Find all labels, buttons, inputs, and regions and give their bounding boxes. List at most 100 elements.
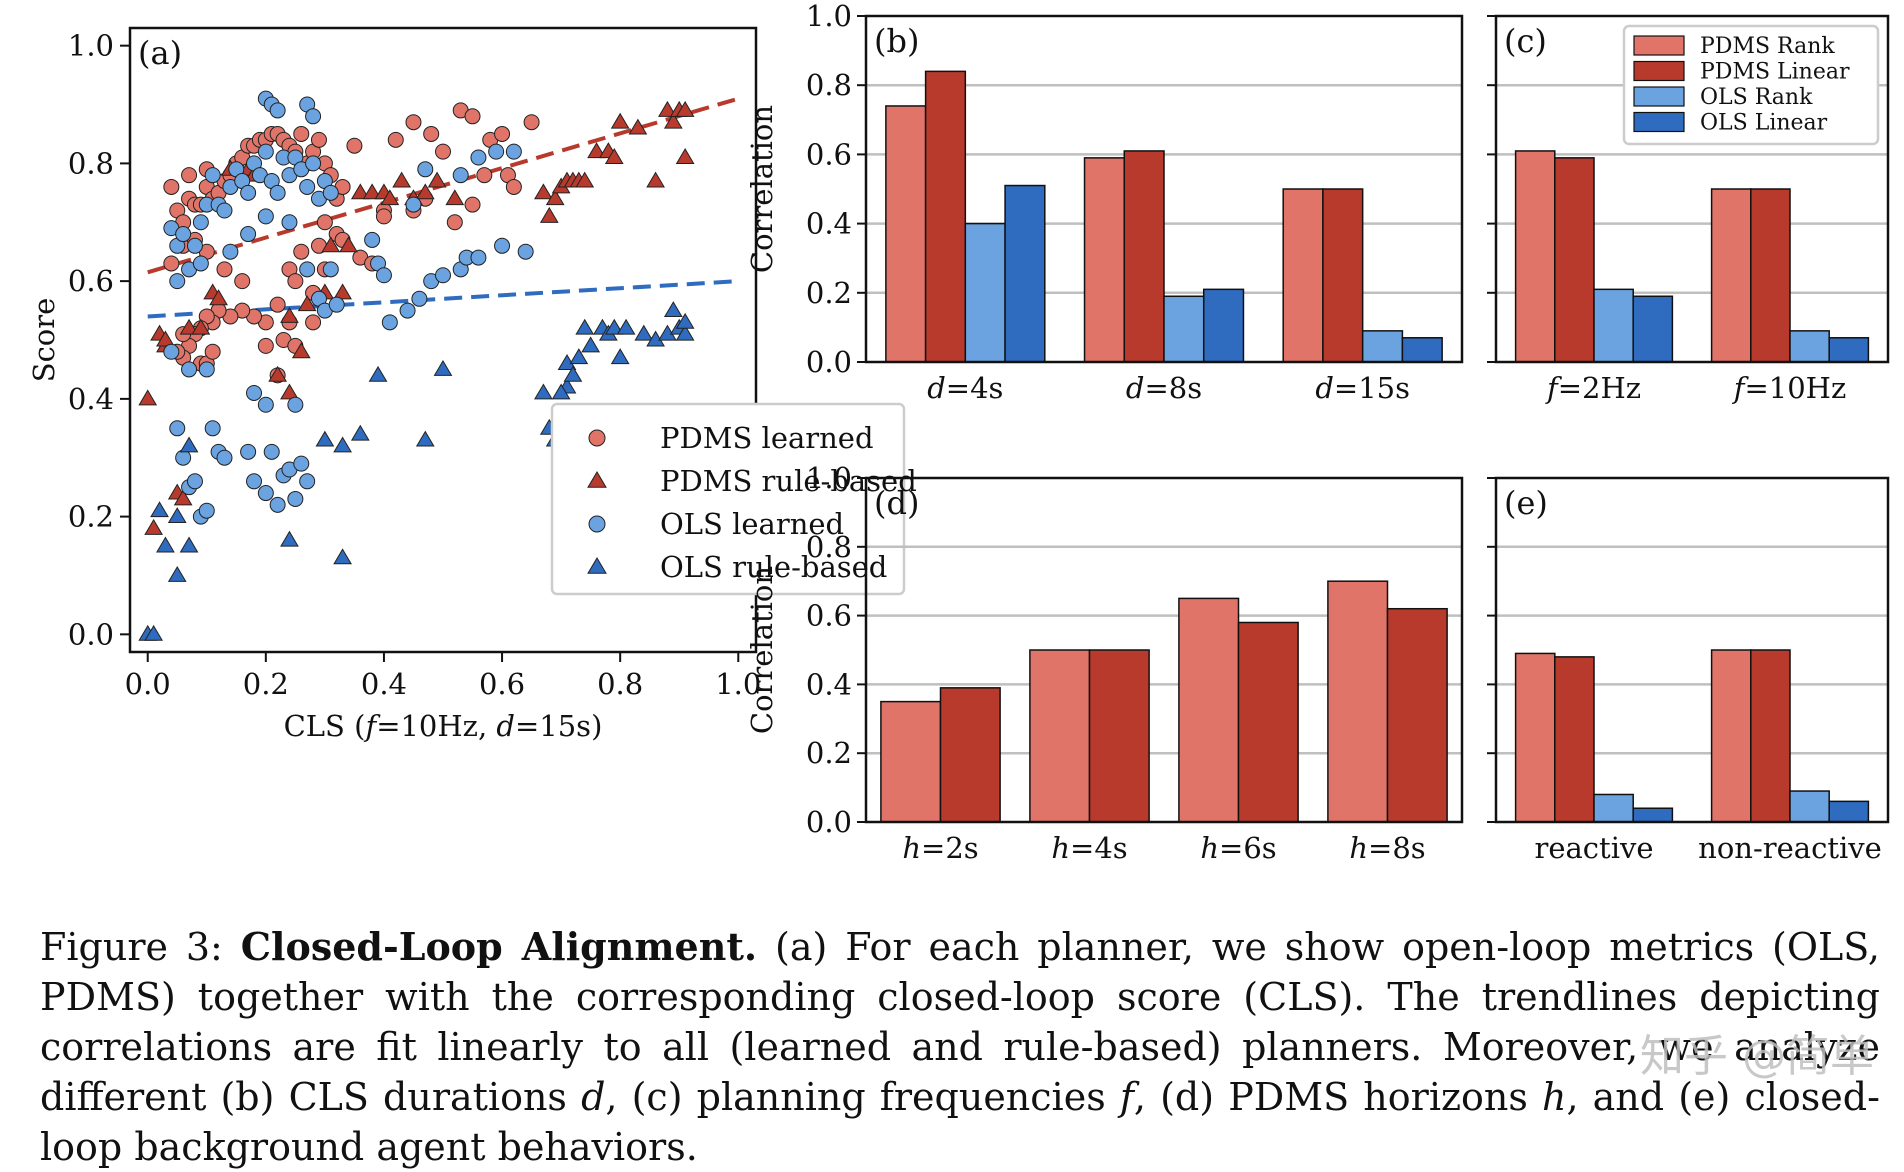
point-ols-rule-based xyxy=(634,324,654,341)
x-tick-label-text: =8s xyxy=(1368,831,1426,865)
point-pdms-rule-based xyxy=(339,236,358,253)
point-pdms-rule-based xyxy=(362,183,382,200)
bar-pdms-linear xyxy=(1123,150,1165,363)
point-ols-learned xyxy=(246,384,263,401)
bar-pdms-linear xyxy=(924,70,967,363)
caption-title: Closed-Loop Alignment. xyxy=(240,924,758,969)
bar-ols-rank xyxy=(964,222,1006,363)
point-pdms-learned xyxy=(505,178,522,195)
point-ols-learned xyxy=(299,261,316,278)
legend-swatch-ols-linear xyxy=(1633,111,1685,133)
point-ols-learned xyxy=(163,343,180,360)
bar-ols-linear xyxy=(1828,337,1870,363)
watermark: 知乎 @简单 xyxy=(1640,1031,1874,1082)
point-ols-learned xyxy=(364,231,381,248)
legend-label-pdms-rule-based: PDMS rule-based xyxy=(660,464,917,498)
point-ols-rule-based xyxy=(675,312,695,329)
point-ols-rule-based xyxy=(569,348,589,365)
point-pdms-learned xyxy=(405,114,422,131)
x-tick-label: h=8s xyxy=(1349,831,1425,865)
point-pdms-rule-based xyxy=(415,183,435,200)
legend-marker-ols-learned xyxy=(588,515,606,533)
point-pdms-rule-based xyxy=(658,100,677,117)
x-axis-label-part: d xyxy=(496,709,515,743)
point-pdms-rule-based xyxy=(445,189,465,206)
point-pdms-learned xyxy=(316,214,333,231)
plot-frame xyxy=(1494,476,1890,824)
bar-pdms-linear xyxy=(939,687,1001,823)
point-ols-learned xyxy=(263,443,280,460)
bar-pdms-linear xyxy=(1554,157,1595,363)
bar-pdms-linear xyxy=(1750,188,1791,363)
point-pdms-learned xyxy=(163,178,180,195)
point-ols-learned xyxy=(175,449,192,466)
point-ols-learned xyxy=(517,243,534,260)
x-tick-label: 0.8 xyxy=(597,667,643,701)
x-tick-label-text: =2s xyxy=(921,831,979,865)
bar-pdms-rank xyxy=(1282,188,1324,363)
point-ols-learned xyxy=(181,361,198,378)
x-tick-label: d=4s xyxy=(927,371,1003,405)
legend-label-pdms-learned: PDMS learned xyxy=(660,421,874,455)
caption-text-1: (a) For each planner, we show open-loop … xyxy=(40,925,1880,1119)
plot-frame xyxy=(864,14,1464,364)
bar-ols-linear xyxy=(1632,295,1674,363)
legend-marker-pdms-rule-based xyxy=(587,471,607,488)
y-tick-label: 0.6 xyxy=(68,264,114,298)
point-pdms-learned xyxy=(293,125,310,142)
point-ols-learned xyxy=(328,296,345,313)
y-tick-label: 0.6 xyxy=(806,599,852,633)
point-ols-learned xyxy=(257,143,274,160)
point-pdms-rule-based xyxy=(539,206,559,223)
x-tick-label: d=8s xyxy=(1126,371,1202,405)
x-tick-label-text: =8s xyxy=(1144,371,1202,405)
point-ols-learned xyxy=(452,167,469,184)
x-tick-label-var: d xyxy=(927,371,946,405)
x-axis-label-part: =10Hz, xyxy=(376,709,496,743)
point-ols-learned xyxy=(470,149,487,166)
point-pdms-rule-based xyxy=(144,518,163,535)
point-pdms-learned xyxy=(464,196,481,213)
point-pdms-rule-based xyxy=(333,283,352,300)
caption-var-d: d xyxy=(581,1075,606,1119)
x-tick-label-text: =10Hz xyxy=(1744,371,1846,405)
point-ols-rule-based xyxy=(551,383,571,400)
point-pdms-rule-based xyxy=(291,342,311,359)
bar-ols-rank xyxy=(1361,330,1404,363)
figure-3: 0.0 0.2 0.4 0.6 0.8 1.0 0.0 0.2 0.4 0.6 0.8 1.0 CLS … xyxy=(27,0,1890,865)
point-pdms-learned xyxy=(257,337,274,354)
point-pdms-rule-based xyxy=(138,389,158,406)
point-pdms-rule-based xyxy=(209,289,228,306)
y-tick-label: 0.0 xyxy=(806,805,852,839)
y-axis-label: Correlation xyxy=(745,566,779,734)
x-tick-label-var: d xyxy=(1315,371,1334,405)
bar-ols-rank xyxy=(1789,790,1830,823)
point-ols-rule-based xyxy=(415,430,435,447)
point-ols-rule-based xyxy=(315,430,335,447)
legend-box xyxy=(550,402,906,596)
x-tick-label-var: h xyxy=(1051,831,1070,865)
panel-e-bar-chart: reactive non-reactive (e) xyxy=(1487,476,1890,865)
bar-ols-rank xyxy=(1789,330,1830,363)
caption-figure-number: Figure 3: xyxy=(40,925,223,969)
point-ols-rule-based xyxy=(663,301,683,318)
x-tick-label-text: reactive xyxy=(1534,831,1653,865)
y-tick-label: 0.8 xyxy=(68,146,114,180)
x-tick-label-var: h xyxy=(1349,831,1368,865)
point-pdms-rule-based xyxy=(280,383,299,400)
point-pdms-rule-based xyxy=(179,318,199,335)
bar-pdms-linear xyxy=(1386,607,1448,823)
bar-ols-linear xyxy=(1004,184,1046,363)
point-pdms-learned xyxy=(346,137,363,154)
point-ols-rule-based xyxy=(179,436,199,453)
panel-label: (a) xyxy=(138,34,182,72)
plot-frame xyxy=(1494,14,1890,364)
y-axis-label: Score xyxy=(27,298,61,383)
bar-pdms-rank xyxy=(1514,150,1556,363)
point-ols-learned xyxy=(399,302,416,319)
point-pdms-learned xyxy=(163,255,180,272)
point-ols-learned xyxy=(246,473,263,490)
legend-label-ols-learned: OLS learned xyxy=(660,507,844,541)
bar-pdms-linear xyxy=(1237,621,1299,823)
point-ols-rule-based xyxy=(333,548,352,565)
